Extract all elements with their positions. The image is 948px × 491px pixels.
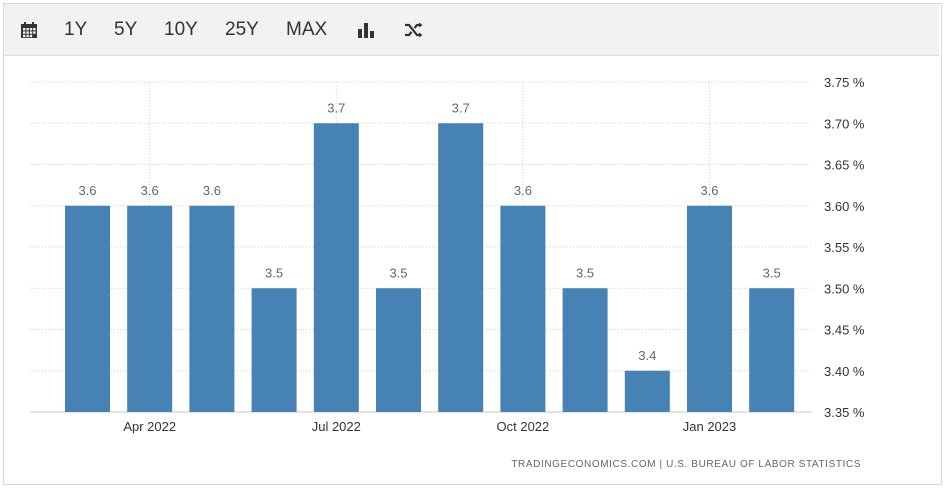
bar: [313, 123, 359, 412]
y-tick-label: 3.75 %: [824, 75, 865, 90]
bar: [562, 288, 608, 412]
bar-value-label: 3.6: [514, 183, 532, 198]
bar-value-label: 3.5: [576, 265, 594, 280]
bar: [65, 205, 110, 412]
y-tick-label: 3.55 %: [824, 240, 865, 255]
bar: [500, 205, 546, 412]
bar-value-label: 3.6: [78, 183, 96, 198]
y-tick-label: 3.50 %: [824, 281, 865, 296]
bar: [251, 288, 297, 412]
range-25y-button[interactable]: 25Y: [225, 18, 259, 40]
bar: [376, 288, 421, 412]
x-tick-label: Jan 2023: [683, 419, 737, 434]
toolbar: 1Y 5Y 10Y 25Y MAX: [4, 4, 939, 56]
bar-value-label: 3.5: [389, 265, 407, 280]
y-tick-label: 3.40 %: [824, 364, 865, 379]
bar: [624, 370, 670, 412]
range-10y-button[interactable]: 10Y: [164, 18, 198, 40]
x-tick-label: Apr 2022: [123, 419, 176, 434]
range-1y-button[interactable]: 1Y: [64, 18, 88, 40]
x-tick-label: Jul 2022: [312, 419, 361, 434]
bar-value-label: 3.6: [700, 183, 718, 198]
bar-chart-icon[interactable]: [354, 4, 378, 55]
bar: [438, 123, 484, 412]
bar: [749, 288, 795, 412]
bar-value-label: 3.4: [638, 348, 656, 363]
bar: [189, 205, 235, 412]
y-tick-label: 3.45 %: [824, 323, 865, 338]
bar: [687, 205, 732, 412]
range-5y-button[interactable]: 5Y: [114, 18, 138, 40]
x-tick-label: Oct 2022: [497, 419, 550, 434]
bar-value-label: 3.5: [763, 265, 781, 280]
y-tick-label: 3.35 %: [824, 405, 865, 420]
shuffle-icon[interactable]: [402, 4, 426, 55]
y-tick-label: 3.70 %: [824, 116, 865, 131]
y-tick-label: 3.65 %: [824, 158, 865, 173]
bar: [127, 205, 173, 412]
range-max-button[interactable]: MAX: [286, 18, 328, 40]
calendar-icon[interactable]: [17, 4, 41, 55]
bar-value-label: 3.7: [452, 100, 470, 115]
bar-value-label: 3.7: [327, 100, 345, 115]
y-tick-label: 3.60 %: [824, 199, 865, 214]
bar-value-label: 3.6: [141, 183, 159, 198]
source-credit: TRADINGECONOMICS.COM | U.S. BUREAU OF LA…: [511, 459, 861, 470]
bar-value-label: 3.5: [265, 265, 283, 280]
bar-value-label: 3.6: [203, 183, 221, 198]
